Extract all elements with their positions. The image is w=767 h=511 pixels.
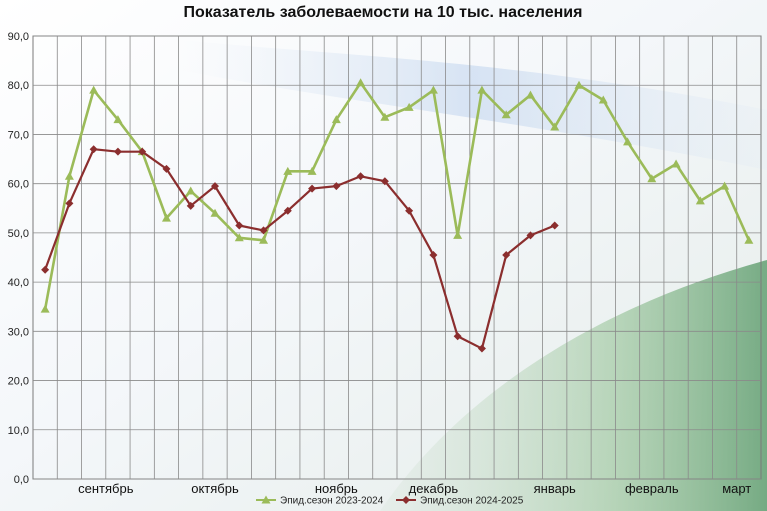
legend-label: Эпид.сезон 2024-2025	[420, 496, 524, 507]
data-point	[259, 235, 269, 244]
y-tick-label: 50,0	[8, 228, 29, 240]
series-line	[43, 81, 751, 310]
data-point	[671, 159, 681, 168]
data-point	[429, 251, 438, 260]
data-point	[40, 304, 50, 313]
background-green-swoosh	[380, 260, 767, 511]
data-point	[113, 147, 122, 156]
data-point	[380, 177, 389, 186]
x-month-label: декабрь	[409, 481, 459, 496]
data-point	[356, 78, 366, 87]
legend-label: Эпид.сезон 2023-2024	[280, 496, 384, 507]
data-point	[405, 206, 414, 215]
data-point	[402, 496, 410, 504]
data-point	[550, 221, 559, 230]
data-point	[161, 213, 171, 222]
y-tick-label: 70,0	[8, 129, 29, 141]
series-layer	[40, 78, 754, 353]
y-tick-label: 20,0	[8, 376, 29, 388]
data-point	[113, 115, 123, 124]
series-2	[41, 145, 559, 353]
data-point	[186, 186, 196, 195]
y-tick-label: 80,0	[8, 80, 29, 92]
grid	[32, 35, 762, 480]
data-point	[502, 251, 511, 260]
data-point	[259, 226, 268, 235]
data-point	[477, 85, 487, 94]
y-tick-label: 0,0	[14, 474, 29, 486]
data-point	[261, 495, 271, 504]
data-point	[598, 95, 608, 104]
data-point	[331, 115, 341, 124]
data-point	[550, 122, 560, 131]
data-point	[162, 164, 171, 173]
x-month-label: октябрь	[191, 481, 239, 496]
data-point	[65, 199, 74, 208]
data-point	[138, 147, 147, 156]
data-point	[623, 137, 633, 146]
y-tick-label: 90,0	[8, 31, 29, 43]
legend-item: Эпид.сезон 2024-2025	[396, 496, 524, 507]
x-month-label: сентябрь	[78, 481, 134, 496]
x-month-label: январь	[534, 481, 576, 496]
legend-item: Эпид.сезон 2023-2024	[256, 495, 384, 507]
data-point	[428, 85, 438, 94]
data-point	[186, 201, 195, 210]
data-point	[64, 171, 74, 180]
y-tick-label: 60,0	[8, 179, 29, 191]
data-point	[234, 233, 244, 242]
data-point	[307, 166, 317, 175]
data-point	[211, 182, 219, 191]
legend: Эпид.сезон 2023-2024 Эпид.сезон 2024-2025	[256, 495, 524, 507]
data-point	[720, 181, 730, 190]
data-point	[574, 80, 584, 89]
data-point	[525, 90, 535, 99]
data-point	[332, 182, 341, 191]
x-month-label: март	[722, 481, 751, 496]
background-blue-band	[180, 40, 767, 170]
chart-title: Показатель заболеваемости на 10 тыс. нас…	[184, 4, 583, 21]
data-point	[356, 172, 365, 181]
data-point	[283, 166, 293, 175]
data-point	[283, 206, 292, 215]
x-month-label: ноябрь	[315, 481, 358, 496]
data-point	[501, 110, 511, 119]
x-axis: сентябрь октябрь ноябрь декабрь январь феврал…	[78, 481, 751, 496]
data-point	[695, 196, 705, 205]
series-line	[44, 148, 556, 350]
y-tick-label: 30,0	[8, 326, 29, 338]
data-point	[453, 332, 462, 341]
data-point	[744, 235, 754, 244]
y-tick-label: 10,0	[8, 425, 29, 437]
data-point	[235, 221, 244, 230]
data-point	[41, 265, 50, 274]
data-point	[89, 145, 98, 154]
data-point	[477, 344, 486, 353]
data-point	[308, 184, 317, 193]
y-tick-label: 40,0	[8, 277, 29, 289]
data-point	[89, 85, 99, 94]
data-point	[453, 230, 463, 239]
data-point	[210, 208, 220, 217]
x-month-label: февраль	[625, 481, 679, 496]
data-point	[647, 174, 657, 183]
data-point	[380, 112, 390, 121]
data-point	[526, 231, 535, 240]
data-point	[404, 102, 414, 111]
y-axis: 0,0 10,0 20,0 30,0 40,0 50,0 60,0 70,0 80,0 90,0	[8, 31, 29, 486]
series-1	[40, 78, 754, 313]
